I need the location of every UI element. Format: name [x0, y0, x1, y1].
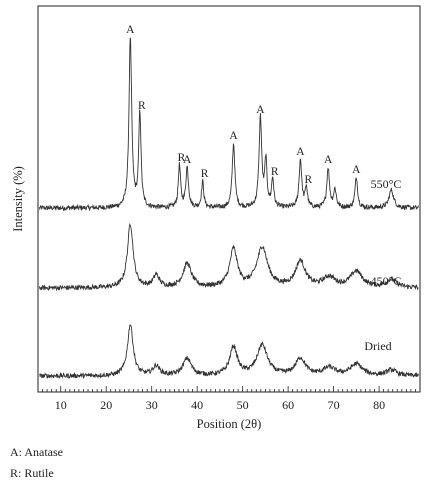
peak-label: R: [271, 166, 279, 178]
x-tick-label: 40: [191, 398, 203, 412]
trace-label: 450°C: [371, 274, 402, 288]
peak-label: R: [201, 168, 209, 180]
peak-label: A: [324, 154, 333, 166]
trace-0: [38, 37, 419, 212]
x-axis-ticks: 10 20 30 40 50 60 70 80: [42, 386, 416, 412]
x-tick-label: 60: [282, 398, 294, 412]
x-tick-label: 20: [100, 398, 112, 412]
trace-2: [39, 324, 419, 380]
peak-label: A: [126, 24, 135, 36]
x-tick-label: 10: [55, 398, 67, 412]
peak-label: A: [352, 164, 361, 176]
x-axis-title: Position (2θ): [197, 417, 262, 431]
traces: [38, 37, 419, 380]
peak-label: R: [304, 174, 312, 186]
x-tick-label: 50: [237, 398, 249, 412]
peak-label: A: [229, 130, 238, 142]
trace-label: Dried: [364, 339, 391, 353]
peak-label: A: [256, 104, 265, 116]
x-tick-label: 30: [146, 398, 158, 412]
x-tick-label: 80: [373, 398, 385, 412]
peak-label: R: [138, 100, 146, 112]
legend-anatase: A: Anatase: [10, 445, 63, 459]
x-tick-label: 70: [328, 398, 340, 412]
peak-label: R: [178, 152, 186, 164]
peak-label: A: [296, 146, 305, 158]
trace-label: 550°C: [371, 177, 402, 191]
y-axis-title: Intensity (%): [11, 166, 25, 232]
legend-rutile: R: Rutile: [10, 466, 54, 480]
trace-1: [38, 223, 419, 292]
peak-label: A: [183, 154, 192, 166]
trace-labels: 550°C 450°C Dried: [364, 177, 401, 353]
